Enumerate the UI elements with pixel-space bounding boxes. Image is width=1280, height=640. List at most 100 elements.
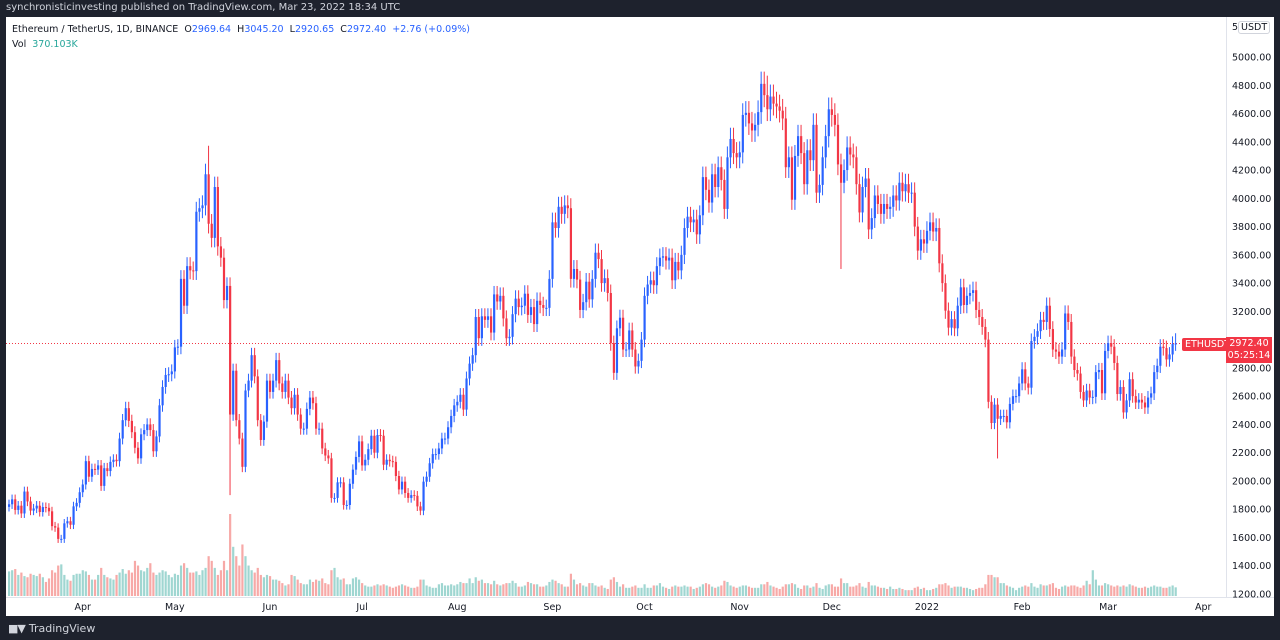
volume-bar [548, 581, 551, 596]
price-tick-label: 4800.00 [1232, 81, 1271, 92]
volume-bar [646, 587, 649, 596]
volume-bar [935, 587, 938, 596]
candle-body [833, 114, 837, 125]
candle-body [987, 339, 990, 402]
chart-pane[interactable] [6, 17, 1274, 616]
candle-body [938, 227, 941, 264]
candle-body [198, 208, 201, 212]
volume-bar [680, 586, 683, 596]
candle-body [465, 378, 468, 410]
symbol-title[interactable]: Ethereum / TetherUS, 1D, BINANCE [12, 24, 179, 35]
volume-bar [1042, 585, 1045, 596]
volume-bar [1064, 585, 1067, 596]
time-tick-label: Dec [823, 602, 841, 613]
candle-body [925, 230, 929, 244]
candle-body [1027, 383, 1030, 388]
volume-bar [932, 588, 935, 596]
volume-bar [689, 586, 692, 596]
candle-body [661, 256, 665, 258]
volume-bar [1159, 586, 1162, 596]
volume-bar [66, 579, 69, 596]
candle-body [1079, 373, 1082, 392]
volume-bar [238, 565, 241, 596]
volume-bar [1061, 586, 1064, 596]
candle-body [864, 178, 867, 188]
volume-bar [72, 574, 75, 596]
volume-bar [440, 583, 444, 596]
candle-body [84, 461, 87, 485]
candle-body [1042, 319, 1045, 322]
volume-bar [1048, 584, 1051, 596]
candle-body [213, 187, 216, 238]
candle-body [293, 394, 296, 409]
volume-bar [1128, 584, 1131, 596]
open-label: O [184, 24, 192, 35]
volume-bar [1168, 586, 1171, 596]
volume-bar [1067, 586, 1070, 596]
volume-bar [1110, 585, 1113, 596]
candle-body [161, 386, 164, 406]
candle-body [683, 227, 686, 255]
candle-body [468, 363, 471, 379]
volume-bar [155, 574, 158, 596]
candle-body [32, 508, 35, 511]
volume-bar [993, 577, 996, 596]
candle-body [1174, 343, 1177, 345]
volume-bar [677, 586, 680, 596]
candle-body [1014, 396, 1018, 398]
volume-bar [176, 574, 180, 596]
volume-bar [407, 586, 410, 596]
volume-bar [1002, 583, 1005, 596]
candle-body [557, 206, 560, 228]
volume-bar [90, 579, 94, 596]
candle-body [889, 206, 892, 209]
candle-body [431, 454, 434, 464]
time-axis[interactable]: Apr May Jun Jul Aug Sep Oct Nov Dec 2022 Feb Mar Apr [74, 602, 1211, 613]
volume-bar [290, 574, 293, 596]
candle-body [1122, 386, 1125, 413]
volume-bar [210, 560, 213, 596]
candle-body [373, 435, 376, 453]
volume-bar [272, 579, 275, 596]
volume-bar [106, 577, 109, 596]
candle-body [189, 266, 192, 271]
candle-body [357, 441, 361, 457]
candle-body [1162, 346, 1165, 349]
candle-body [1057, 351, 1061, 357]
tradingview-logo[interactable]: ■▼ TradingView [8, 622, 95, 635]
volume-bar [953, 586, 956, 596]
candle-body [54, 526, 57, 528]
volume-bar [732, 586, 735, 596]
price-tick-label: 2600.00 [1232, 392, 1271, 403]
volume-bar [723, 580, 726, 596]
candle-body [1091, 396, 1094, 398]
price-tick-label: 3200.00 [1232, 307, 1271, 318]
candle-body [256, 376, 259, 421]
candle-body [216, 187, 219, 247]
volume-bar [683, 585, 686, 596]
volume-bar [302, 584, 305, 596]
candle-body [603, 278, 606, 284]
candle-body [876, 195, 880, 204]
candle-body [579, 279, 582, 310]
volume-bar [299, 583, 302, 596]
currency-selector[interactable]: 5 USDT [1232, 21, 1271, 34]
price-axis-divider [1226, 17, 1227, 598]
candle-body [1168, 354, 1171, 360]
volume-bar [404, 585, 407, 596]
candle-body [526, 293, 530, 315]
volume-bar [1150, 586, 1153, 596]
price-axis[interactable]: 1200.00 1400.00 1600.00 1800.00 2000.00 2200.… [1232, 53, 1271, 601]
candle-body [81, 484, 84, 493]
volume-bar [870, 585, 873, 596]
volume-bar [600, 585, 603, 596]
time-axis-divider [6, 597, 1274, 598]
volume-bar [520, 586, 523, 596]
volume-bar [26, 577, 29, 596]
candle-body [1150, 393, 1153, 398]
price-tick-label: 3800.00 [1232, 222, 1271, 233]
volume-bar [649, 587, 652, 596]
volume-bar [984, 584, 987, 596]
volume-bar [241, 544, 244, 596]
